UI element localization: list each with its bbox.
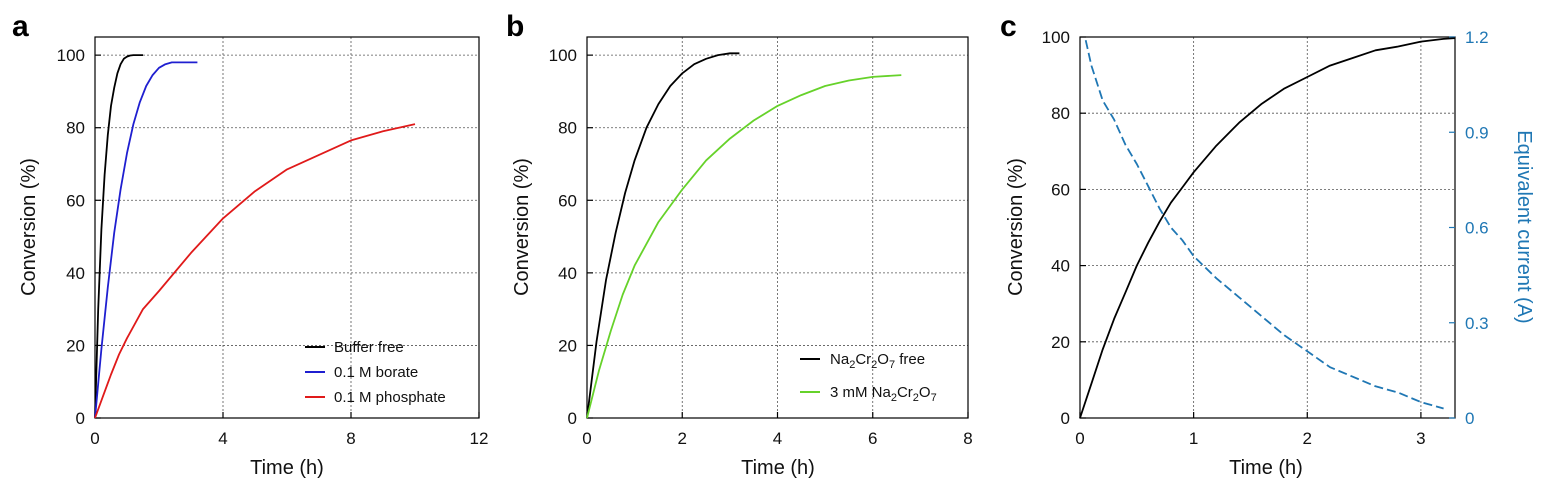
y-tick-label: 20: [558, 336, 577, 355]
series-line-1: [586, 52, 740, 419]
x-tick-label: 0: [90, 429, 99, 448]
legend-label-cr-free: Na2Cr2O7 free: [830, 351, 925, 371]
gridlines: [95, 37, 479, 418]
y-tick-label: 100: [549, 46, 577, 65]
x-tick-label: 1: [1189, 429, 1198, 448]
y2-tick-label: 0.9: [1465, 123, 1489, 142]
legend-label-cr-3mm: 3 mM Na2Cr2O7: [830, 384, 937, 404]
y2-axis-label: Equivalent current (A): [1513, 130, 1535, 323]
x-axis-label: Time (h): [1229, 457, 1303, 479]
y-axis-label: Conversion (%): [1005, 158, 1027, 296]
x-tick-label: 12: [470, 429, 489, 448]
x-tick-label: 0: [582, 429, 591, 448]
series-layer: [1079, 37, 1456, 419]
y-axis-label: Conversion (%): [511, 158, 533, 296]
y-tick-label: 20: [66, 336, 85, 355]
panel-label-c: c: [1000, 10, 1017, 43]
x-tick-label: 4: [218, 429, 227, 448]
y-tick-label: 40: [1051, 257, 1070, 276]
y-tick-label: 60: [66, 191, 85, 210]
axis-ticks: 0 1 2 3 0 20 40 60 80 100 0 0.3 0.6 0.9 1.2: [1042, 28, 1489, 448]
y-axis-label: Conversion (%): [18, 158, 40, 296]
x-axis-label: Time (h): [250, 457, 324, 479]
legend: Buffer free 0.1 M borate 0.1 M phosphate: [305, 339, 446, 406]
y-tick-label: 40: [66, 264, 85, 283]
panel-a: 0 4 8 12 0 20 40 60 80 100 Time (h) Conversion (%…: [18, 36, 489, 479]
x-tick-label: 4: [773, 429, 782, 448]
y-tick-label: 100: [57, 46, 85, 65]
y2-tick-label: 0: [1465, 409, 1474, 428]
y-tick-label: 20: [1051, 333, 1070, 352]
panel-label-b: b: [506, 10, 524, 43]
y-tick-label: 0: [1061, 409, 1070, 428]
panel-c: 0 1 2 3 0 20 40 60 80 100 0 0.3 0.6 0.9 1.2 Time (h) C…: [1005, 28, 1535, 479]
y-tick-label: 60: [1051, 180, 1070, 199]
y2-tick-label: 0.6: [1465, 219, 1489, 238]
legend: Na2Cr2O7 free 3 mM Na2Cr2O7: [800, 351, 937, 404]
axis-ticks: 0 4 8 12 0 20 40 60 80 100: [57, 46, 489, 448]
plot-frame: [94, 36, 480, 419]
y-tick-label: 100: [1042, 28, 1070, 47]
series-layer: [94, 54, 416, 419]
y-tick-label: 0: [76, 409, 85, 428]
series-layer: [586, 52, 902, 419]
legend-label-phosphate: 0.1 M phosphate: [334, 389, 446, 406]
x-tick-label: 8: [346, 429, 355, 448]
series-line-2: [94, 61, 198, 419]
y-tick-label: 0: [568, 409, 577, 428]
y-tick-label: 80: [66, 119, 85, 138]
x-tick-label: 3: [1416, 429, 1425, 448]
series-line-3: [94, 123, 416, 419]
y-tick-label: 80: [558, 119, 577, 138]
gridlines: [1080, 37, 1455, 418]
y-tick-label: 80: [1051, 104, 1070, 123]
series-line-1: [94, 54, 143, 419]
panel-label-a: a: [12, 10, 29, 43]
y-tick-label: 60: [558, 191, 577, 210]
series-line-1: [1079, 37, 1456, 419]
legend-label-borate: 0.1 M borate: [334, 364, 418, 381]
y2-tick-label: 1.2: [1465, 28, 1489, 47]
series-line-2: [1084, 40, 1444, 410]
x-tick-label: 2: [1303, 429, 1312, 448]
y2-tick-label: 0.3: [1465, 314, 1489, 333]
x-tick-label: 2: [678, 429, 687, 448]
gridlines: [587, 37, 968, 418]
x-tick-label: 6: [868, 429, 877, 448]
x-axis-label: Time (h): [741, 457, 815, 479]
x-tick-label: 0: [1075, 429, 1084, 448]
legend-label-buffer-free: Buffer free: [334, 339, 404, 356]
plot-frame: [1079, 36, 1456, 419]
x-tick-label: 8: [963, 429, 972, 448]
y-tick-label: 40: [558, 264, 577, 283]
series-line-2: [586, 74, 902, 419]
